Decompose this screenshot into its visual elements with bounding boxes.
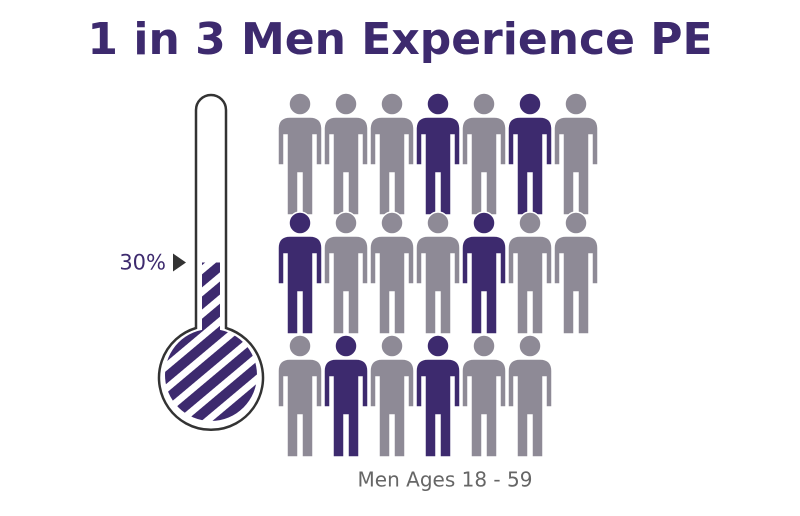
person-body <box>507 358 553 458</box>
person-body <box>277 116 323 216</box>
person-body <box>507 116 553 216</box>
person-figure <box>277 334 323 458</box>
thermometer: 30% <box>119 93 265 432</box>
person-head <box>334 211 358 235</box>
person-head <box>380 211 404 235</box>
person-head <box>564 211 588 235</box>
person-body <box>461 116 507 216</box>
value-label: 30% <box>119 251 166 275</box>
person-body <box>277 235 323 335</box>
person-head <box>288 334 312 358</box>
person-figure <box>323 92 369 216</box>
person-body <box>553 235 599 335</box>
pictogram <box>277 92 599 458</box>
person-body <box>277 358 323 458</box>
person-head <box>518 92 542 116</box>
person-body <box>415 116 461 216</box>
person-figure <box>323 334 369 458</box>
person-head <box>426 211 450 235</box>
person-figure <box>461 334 507 458</box>
person-body <box>369 358 415 458</box>
person-head <box>564 92 588 116</box>
person-body <box>553 116 599 216</box>
person-body <box>461 358 507 458</box>
person-figure <box>277 211 323 335</box>
person-figure <box>553 92 599 216</box>
person-body <box>323 116 369 216</box>
person-head <box>518 211 542 235</box>
level-arrow <box>173 253 186 272</box>
person-body <box>415 235 461 335</box>
person-body <box>369 235 415 335</box>
thermometer-fill <box>202 262 220 340</box>
person-body <box>323 235 369 335</box>
person-body <box>323 358 369 458</box>
person-figure <box>415 211 461 335</box>
person-body <box>415 358 461 458</box>
person-figure <box>507 92 553 216</box>
person-figure <box>553 211 599 335</box>
person-head <box>380 92 404 116</box>
person-head <box>334 92 358 116</box>
person-head <box>518 334 542 358</box>
person-head <box>288 211 312 235</box>
person-head <box>426 334 450 358</box>
person-head <box>472 211 496 235</box>
person-figure <box>415 334 461 458</box>
person-figure <box>277 92 323 216</box>
person-body <box>461 235 507 335</box>
person-head <box>426 92 450 116</box>
person-figure <box>369 211 415 335</box>
person-head <box>380 334 404 358</box>
person-figure <box>461 92 507 216</box>
person-head <box>288 92 312 116</box>
person-figure <box>369 334 415 458</box>
person-body <box>507 235 553 335</box>
person-figure <box>415 92 461 216</box>
thermometer-bulb <box>165 329 257 421</box>
caption: Men Ages 18 - 59 <box>358 468 533 492</box>
person-head <box>472 334 496 358</box>
title: 1 in 3 Men Experience PE <box>87 14 712 65</box>
person-figure <box>369 92 415 216</box>
person-head <box>472 92 496 116</box>
person-figure <box>507 334 553 458</box>
person-figure <box>507 211 553 335</box>
person-figure <box>461 211 507 335</box>
person-figure <box>323 211 369 335</box>
person-head <box>334 334 358 358</box>
person-body <box>369 116 415 216</box>
